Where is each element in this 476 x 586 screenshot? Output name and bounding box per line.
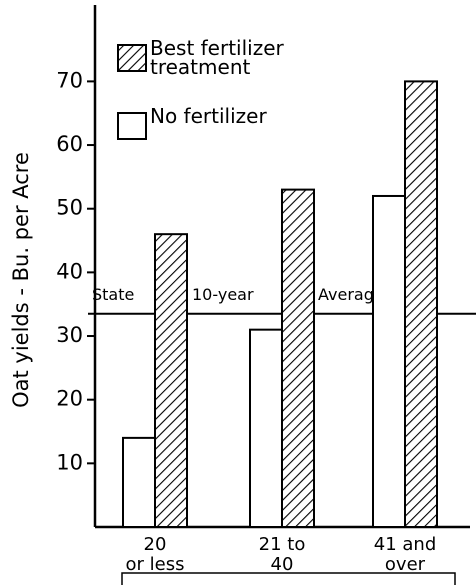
- y-tick-label: 20: [56, 387, 83, 411]
- legend-entry: Best fertilizer treatment: [150, 39, 284, 79]
- bar: [281, 188, 315, 529]
- y-tick-label: 50: [56, 196, 83, 220]
- reference-label: Average: [318, 285, 384, 304]
- bar: [249, 328, 283, 528]
- legend-swatch: [117, 44, 147, 72]
- y-tick-label: 30: [56, 323, 83, 347]
- bar: [122, 436, 156, 528]
- x-tick-label: 21 to: [259, 534, 306, 555]
- y-axis-label: Oat yields - Bu. per Acre: [9, 152, 33, 408]
- bar: [154, 233, 188, 528]
- legend-label: Best fertilizer treatment: [150, 39, 284, 79]
- bar: [372, 194, 406, 528]
- x-tick-label: 20: [144, 534, 167, 555]
- y-tick-label: 70: [56, 68, 83, 92]
- y-tick-label: 10: [56, 450, 83, 474]
- x-tick-label: or less: [126, 554, 185, 575]
- legend-swatch: [117, 112, 147, 140]
- legend-label: No fertilizer: [150, 107, 267, 128]
- y-tick-label: 40: [56, 259, 83, 283]
- y-tick-label: 60: [56, 132, 83, 156]
- x-tick-label: 41 and: [374, 534, 437, 555]
- reference-label: State: [92, 285, 134, 304]
- x-tick-label: 40: [271, 554, 294, 575]
- reference-label: 10-year: [192, 285, 254, 304]
- x-tick-label: over: [385, 554, 426, 575]
- bracket: [121, 572, 456, 585]
- bar: [404, 80, 438, 528]
- legend-entry: No fertilizer: [150, 107, 267, 128]
